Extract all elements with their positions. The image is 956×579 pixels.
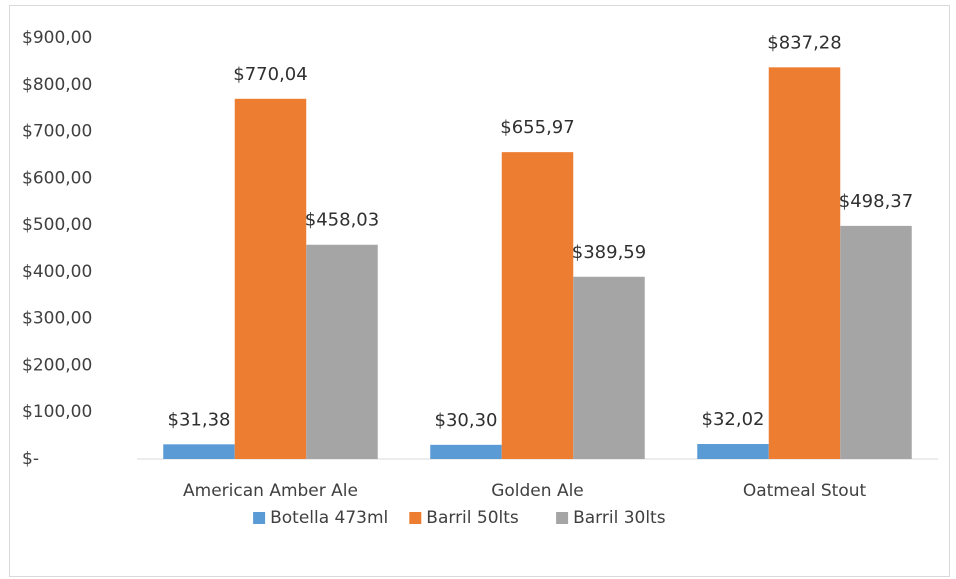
bar	[430, 444, 502, 459]
y-tick-label: $900,00	[22, 28, 92, 48]
bar	[234, 98, 307, 460]
value-label: $31,38	[168, 409, 231, 430]
bar	[697, 444, 769, 459]
legend-label: Barril 50lts	[426, 508, 519, 528]
value-label: $32,02	[702, 409, 765, 430]
y-tick-label: $400,00	[22, 262, 92, 282]
bar	[306, 244, 378, 459]
value-label: $498,37	[839, 191, 913, 212]
x-tick-label: Golden Ale	[491, 481, 584, 501]
bar	[163, 444, 235, 459]
legend-label: Barril 30lts	[573, 508, 666, 528]
legend-swatch	[556, 512, 569, 524]
legend-swatch	[253, 512, 266, 524]
value-label: $389,59	[572, 242, 646, 263]
x-tick-label: American Amber Ale	[183, 481, 358, 501]
legend-swatch	[409, 512, 422, 524]
value-label: $655,97	[500, 117, 574, 138]
y-tick-label: $800,00	[22, 75, 92, 95]
y-tick-label: $600,00	[22, 168, 92, 188]
value-label: $30,30	[435, 410, 498, 431]
bar	[840, 225, 912, 459]
y-tick-label: $300,00	[22, 309, 92, 329]
value-label: $458,03	[305, 210, 379, 231]
bar	[573, 276, 645, 459]
bar	[501, 152, 574, 460]
x-tick-label: Oatmeal Stout	[743, 481, 867, 501]
y-tick-label: $200,00	[22, 355, 92, 375]
y-tick-label: $-	[22, 449, 39, 469]
y-tick-label: $700,00	[22, 122, 92, 142]
y-tick-label: $500,00	[22, 215, 92, 235]
bar	[768, 67, 841, 459]
value-label: $770,04	[233, 64, 307, 85]
legend-label: Botella 473ml	[270, 508, 388, 528]
y-tick-label: $100,00	[22, 402, 92, 422]
value-label: $837,28	[767, 32, 841, 53]
